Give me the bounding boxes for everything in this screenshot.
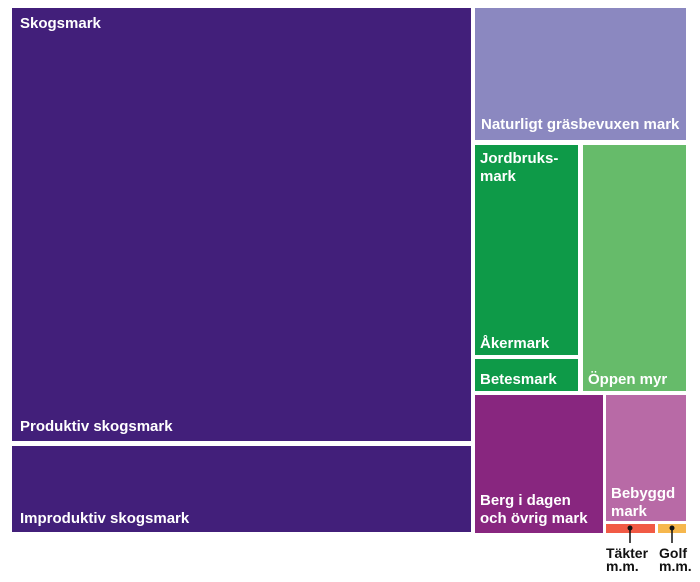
tile-naturligt-grasbevuxen-mark bbox=[475, 8, 686, 140]
tile-berg-i-dagen bbox=[475, 395, 603, 533]
label-bebyggd-mark: Bebyggd mark bbox=[611, 485, 676, 520]
label-skogsmark: Skogsmark bbox=[20, 15, 101, 32]
label-golf: Golf m.m. bbox=[659, 545, 692, 574]
label-akermark: Åkermark bbox=[480, 335, 550, 352]
tile-produktiv-skogsmark bbox=[12, 8, 471, 441]
label-berg-i-dagen: Berg i dagen och övrig mark bbox=[480, 492, 588, 527]
golf-leader-dot bbox=[669, 525, 675, 531]
label-jordbruksmark: Jordbruks-mark bbox=[480, 150, 559, 185]
tile-bebyggd-mark bbox=[606, 395, 686, 521]
takter-leader-dot bbox=[627, 525, 633, 531]
label-improduktiv-skogsmark: Improduktiv skogsmark bbox=[20, 510, 190, 527]
label-takter: Täkter m.m. bbox=[606, 545, 649, 574]
tile-betesmark bbox=[475, 359, 578, 391]
label-naturligt-grasbevuxen-mark: Naturligt gräsbevuxen mark bbox=[481, 116, 680, 133]
label-betesmark: Betesmark bbox=[480, 371, 557, 388]
tile-akermark bbox=[475, 145, 578, 355]
tile-improduktiv-skogsmark bbox=[12, 446, 471, 532]
label-produktiv-skogsmark: Produktiv skogsmark bbox=[20, 418, 173, 435]
label-oppen-myr: Öppen myr bbox=[588, 371, 668, 388]
tile-oppen-myr bbox=[583, 145, 686, 391]
